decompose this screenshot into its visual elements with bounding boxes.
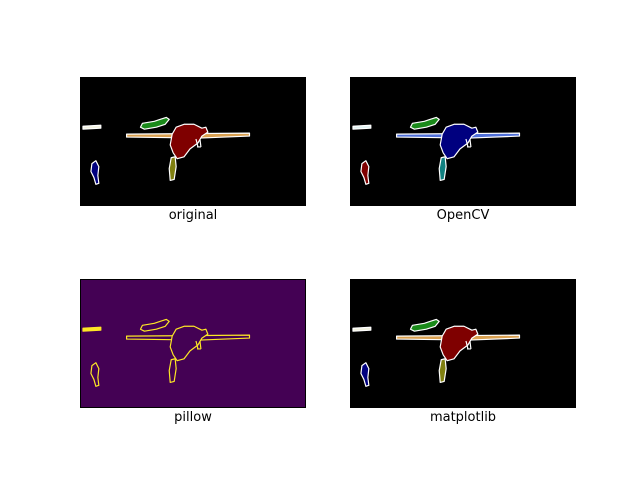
mask-image (351, 78, 575, 205)
caption-opencv: OpenCV (436, 208, 490, 223)
mask-image (81, 280, 305, 407)
person-region (360, 160, 370, 185)
person-region (90, 160, 100, 185)
panel-pillow (80, 279, 306, 408)
mask-image (351, 280, 575, 407)
plane-region (169, 123, 209, 160)
ski-region (82, 326, 102, 332)
panel-matplotlib (350, 279, 576, 408)
tail-region (409, 318, 440, 332)
fin-outline (195, 138, 202, 148)
leg-region (438, 156, 447, 181)
leg-region (168, 358, 177, 383)
tail-region (409, 116, 440, 130)
caption-original: original (168, 208, 218, 223)
fin-outline (195, 340, 202, 350)
ski-region (82, 124, 102, 130)
caption-pillow: pillow (174, 410, 212, 425)
plane-region (439, 325, 479, 362)
leg-region (438, 358, 447, 383)
ski-region (352, 326, 372, 332)
tail-region (139, 318, 170, 332)
fin-outline (465, 138, 472, 148)
panel-original (80, 77, 306, 206)
leg-region (168, 156, 177, 181)
plane-region (169, 325, 209, 362)
tail-region (139, 116, 170, 130)
person-region (90, 362, 100, 387)
mask-image (81, 78, 305, 205)
panel-opencv (350, 77, 576, 206)
fin-outline (465, 340, 472, 350)
person-region (360, 362, 370, 387)
plane-region (439, 123, 479, 160)
ski-region (352, 124, 372, 130)
caption-matplotlib: matplotlib (429, 410, 497, 425)
